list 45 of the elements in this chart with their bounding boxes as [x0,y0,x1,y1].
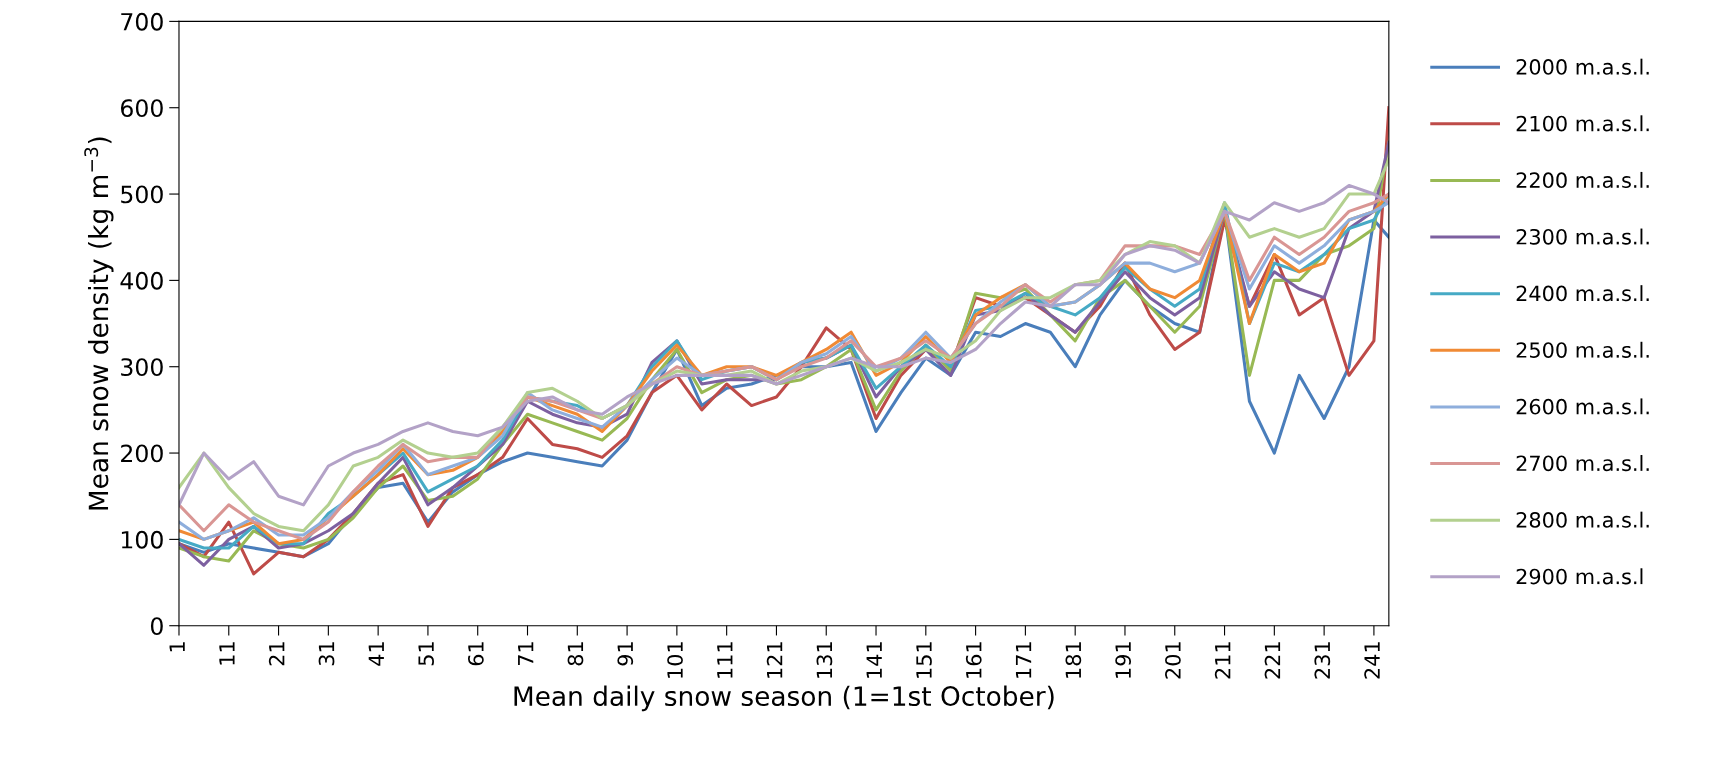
legend-label: 2000 m.a.s.l. [1516,58,1649,75]
legend-label: 2200 m.a.s.l. [1516,171,1649,189]
y-tick-label: 500 [121,185,163,204]
x-tick-label: 1 [169,642,185,652]
x-tick-label: 61 [468,642,484,666]
x-tick-label: 181 [1065,642,1082,678]
x-tick-label: 221 [1264,642,1281,679]
x-tick-label: 121 [766,642,783,678]
legend-label: 2400 m.a.s.l. [1516,285,1649,302]
y-tick-label: 300 [121,358,163,377]
x-tick-label: 131 [816,642,833,678]
x-tick-label: 81 [567,642,584,666]
x-tick-label: 231 [1314,642,1331,679]
x-tick-label: 161 [965,642,982,678]
y-axis-title: Mean snow density (kg m$^{−3}$) [84,137,114,510]
y-tick-label: 700 [121,12,163,31]
x-tick-label: 141 [866,642,882,678]
y-tick-label: 0 [150,617,163,636]
x-tick-label: 211 [1214,642,1231,679]
y-tick-label: 400 [120,271,163,290]
x-tick-label: 201 [1165,642,1181,679]
x-tick-label: 21 [268,642,285,666]
x-tick-label: 101 [667,642,683,678]
x-tick-label: 51 [418,642,434,666]
x-tick-label: 151 [916,642,932,678]
x-tick-label: 11 [219,642,235,665]
legend-label: 2300 m.a.s.l. [1516,228,1649,245]
x-tick-label: 41 [368,642,384,666]
legend-label: 2900 m.a.s.l [1516,568,1643,585]
y-tick-label: 100 [121,530,163,549]
legend-label: 2700 m.a.s.l. [1516,455,1649,472]
legend-label: 2600 m.a.s.l. [1516,398,1649,415]
x-tick-label: 31 [318,642,335,666]
x-axis-title: Mean daily snow season (1=1st October) [514,685,1054,712]
x-tick-label: 171 [1015,642,1032,678]
x-tick-label: 71 [518,642,534,666]
legend-label: 2100 m.a.s.l. [1516,115,1649,132]
x-tick-label: 191 [1115,642,1132,678]
y-tick-label: 600 [120,99,163,118]
legend-label: 2800 m.a.s.l. [1516,511,1649,528]
y-tick-label: 200 [121,444,163,463]
x-tick-label: 241 [1364,642,1380,679]
x-tick-label: 91 [617,642,634,666]
x-tick-label: 111 [717,642,733,678]
legend-label: 2500 m.a.s.l. [1516,341,1649,358]
